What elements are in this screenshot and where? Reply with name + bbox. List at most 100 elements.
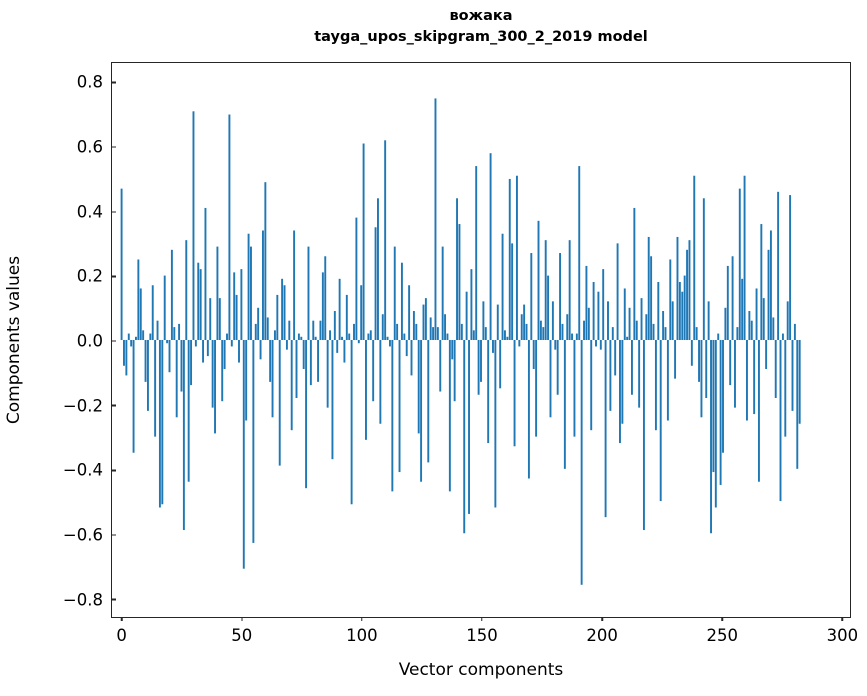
y-tick-label: 0.0 — [76, 331, 103, 351]
x-tick: 0 — [116, 617, 127, 645]
bar — [130, 340, 133, 347]
bar — [446, 333, 449, 340]
x-tick: 100 — [346, 617, 378, 645]
bar — [405, 340, 408, 357]
bar — [458, 224, 461, 340]
bar — [702, 198, 705, 340]
bar — [746, 340, 748, 421]
x-tick: 50 — [231, 617, 252, 645]
bar — [149, 333, 152, 340]
bar — [453, 340, 456, 402]
bar — [772, 317, 775, 340]
bar — [669, 259, 672, 340]
bar — [520, 314, 523, 340]
bar — [501, 233, 504, 340]
bar — [753, 340, 756, 415]
bar — [393, 246, 396, 340]
bar — [422, 304, 425, 340]
bar — [269, 340, 272, 382]
bar — [417, 340, 420, 434]
bar — [228, 114, 231, 340]
bar — [712, 340, 715, 473]
bar — [688, 240, 691, 340]
bar — [604, 340, 607, 518]
bar — [590, 340, 593, 431]
bar — [786, 301, 789, 340]
bar — [142, 330, 145, 340]
bar — [398, 340, 401, 473]
bar — [238, 340, 240, 363]
bar — [372, 340, 375, 402]
bar — [496, 304, 499, 340]
bar — [178, 323, 181, 340]
bar — [781, 333, 784, 340]
bar — [436, 327, 439, 340]
bar — [527, 340, 530, 479]
y-tick-mark — [112, 275, 117, 278]
bar — [252, 340, 255, 543]
bar — [619, 340, 621, 444]
bar — [652, 323, 655, 340]
bar — [628, 307, 631, 340]
bar — [695, 327, 698, 340]
y-tick: 0.6 — [77, 138, 117, 157]
bar — [348, 333, 351, 340]
bar — [774, 340, 777, 398]
bar — [429, 317, 432, 340]
bar — [494, 340, 497, 508]
y-tick-mark — [112, 340, 117, 342]
bar — [341, 336, 343, 340]
bar — [547, 275, 550, 340]
x-tick-label: 150 — [466, 626, 498, 645]
bar — [738, 188, 741, 340]
bar — [544, 240, 547, 340]
bar — [247, 233, 250, 340]
x-tick-label: 50 — [231, 626, 253, 645]
bar — [290, 340, 293, 431]
bar — [278, 340, 281, 466]
bar — [515, 175, 518, 340]
bar — [187, 340, 190, 482]
bar — [199, 269, 202, 340]
y-tick-label: −0.2 — [62, 396, 103, 416]
bar — [434, 98, 437, 340]
bar — [657, 282, 660, 340]
bar — [729, 340, 732, 386]
bar — [326, 340, 329, 408]
bar — [635, 320, 638, 340]
bar — [432, 327, 435, 340]
bar — [254, 323, 257, 340]
bar — [146, 340, 149, 411]
bar — [489, 153, 492, 340]
y-tick: −0.6 — [63, 525, 117, 544]
x-tick-label: 100 — [346, 626, 378, 645]
bar — [456, 198, 458, 340]
bar — [259, 340, 262, 360]
bar — [367, 333, 370, 340]
bar — [273, 330, 276, 340]
bar — [420, 340, 423, 482]
bar — [530, 253, 533, 340]
bar — [736, 327, 739, 340]
bar — [384, 140, 387, 340]
bar — [662, 311, 665, 340]
bar — [305, 340, 308, 489]
bar — [345, 294, 348, 340]
bar — [386, 336, 389, 340]
bar — [250, 246, 252, 340]
bar — [321, 272, 324, 340]
bar — [209, 298, 212, 340]
bar — [592, 282, 595, 340]
bar — [266, 317, 269, 340]
bar — [175, 340, 178, 418]
bar — [542, 327, 545, 340]
bar — [350, 340, 353, 505]
bar — [681, 291, 684, 340]
x-tick: 200 — [586, 617, 618, 645]
bar — [477, 340, 480, 395]
bar — [271, 340, 274, 418]
bar — [678, 282, 681, 340]
y-tick-mark — [112, 404, 117, 407]
bar — [415, 323, 418, 340]
